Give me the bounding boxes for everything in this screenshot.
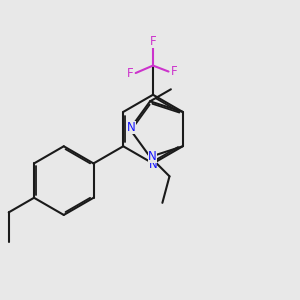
Text: N: N (127, 121, 136, 134)
Text: F: F (127, 67, 134, 80)
Text: N: N (148, 158, 158, 171)
Text: F: F (150, 35, 156, 48)
Text: N: N (148, 150, 157, 164)
Text: F: F (171, 65, 177, 78)
